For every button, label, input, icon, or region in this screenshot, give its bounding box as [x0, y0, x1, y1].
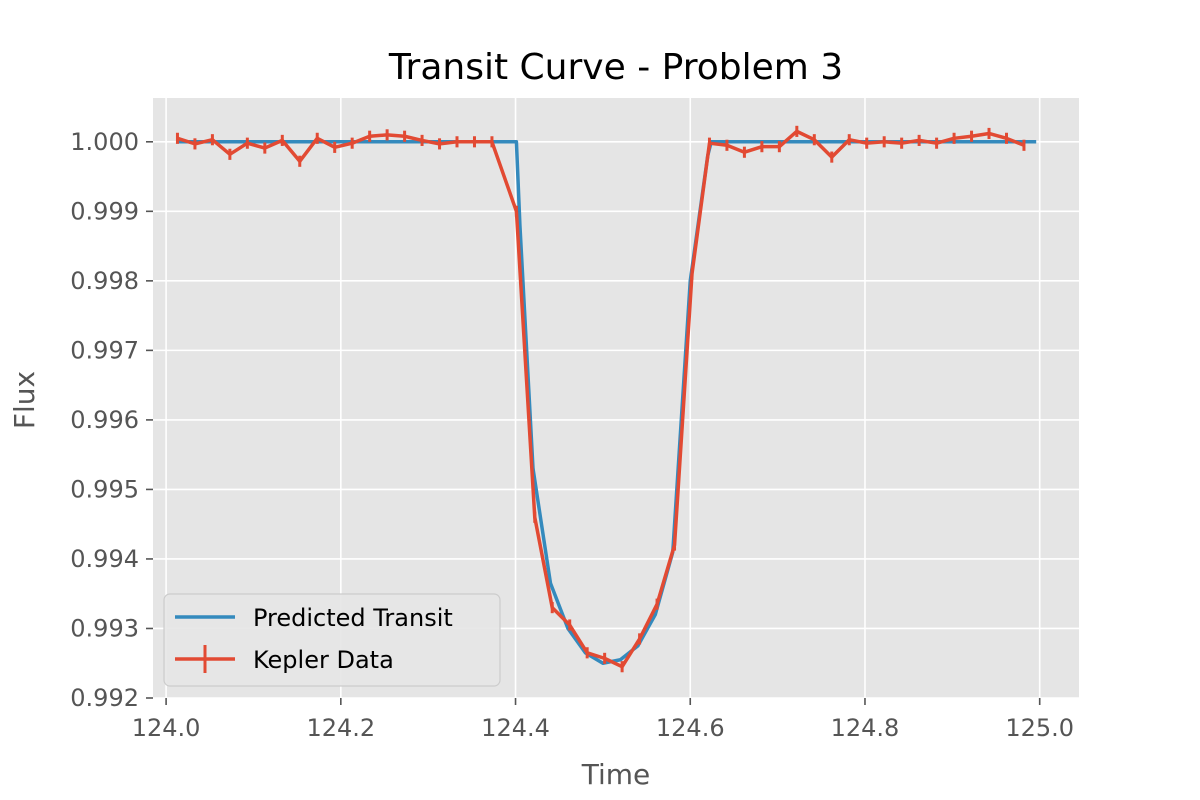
legend-label-predicted: Predicted Transit	[253, 604, 453, 632]
legend-label-kepler: Kepler Data	[253, 646, 394, 674]
x-tick-label: 124.4	[481, 714, 550, 742]
y-axis: 0.992 0.993 0.994 0.995 0.996 0.997 0.998 0.999…	[70, 128, 153, 712]
legend-box	[163, 593, 501, 687]
x-tick-label: 124.2	[306, 714, 375, 742]
y-tick-label: 0.999	[70, 197, 139, 225]
x-axis: 124.0 124.2 124.4 124.6 124.8 125.0	[132, 698, 1074, 742]
chart-title: Transit Curve - Problem 3	[388, 47, 843, 88]
legend: Predicted Transit Kepler Data	[163, 593, 501, 687]
y-tick-label: 0.995	[70, 475, 139, 503]
x-tick-label: 124.6	[656, 714, 725, 742]
x-tick-label: 124.8	[831, 714, 900, 742]
x-axis-label: Time	[581, 758, 651, 791]
y-tick-label: 0.993	[70, 614, 139, 642]
y-axis-label: Flux	[8, 371, 41, 429]
x-tick-label: 125.0	[1005, 714, 1074, 742]
y-tick-label: 0.998	[70, 267, 139, 295]
series-layer	[175, 125, 1037, 673]
y-tick-label: 0.992	[70, 684, 139, 712]
grid	[153, 98, 1079, 699]
y-tick-label: 0.996	[70, 406, 139, 434]
y-tick-label: 1.000	[70, 128, 139, 156]
y-tick-label: 0.994	[70, 545, 139, 573]
x-tick-label: 124.0	[132, 714, 201, 742]
y-tick-label: 0.997	[70, 336, 139, 364]
